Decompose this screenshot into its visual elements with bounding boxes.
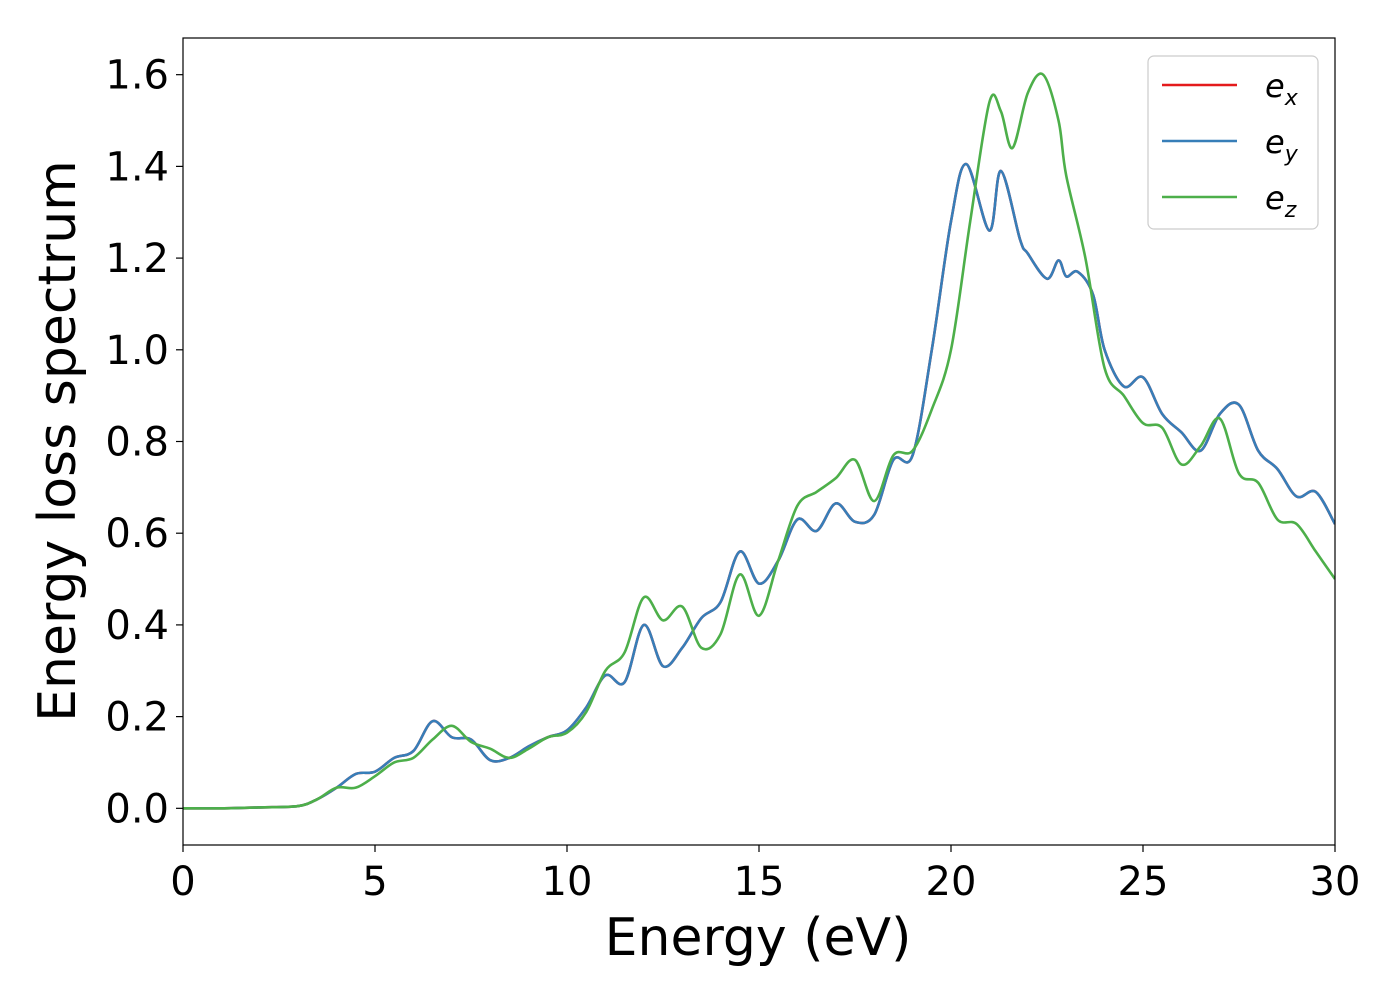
- y-tick-label: 1.4: [105, 144, 169, 190]
- x-tick-label: 20: [926, 859, 977, 905]
- x-tick-label: 25: [1118, 859, 1169, 905]
- series-line-z: [183, 72, 1335, 810]
- y-tick-label: 1.2: [105, 236, 169, 282]
- x-tick-label: 5: [362, 859, 387, 905]
- legend-label-x: ex: [1265, 67, 1299, 111]
- y-tick-label: 1.0: [105, 328, 169, 374]
- y-axis-title: Energy loss spectrum: [28, 160, 88, 722]
- x-tick-label: 30: [1310, 859, 1361, 905]
- y-tick-label: 0.8: [105, 420, 169, 466]
- x-axis-title: Energy (eV): [605, 908, 912, 968]
- legend-label-z: ez: [1265, 179, 1297, 223]
- y-tick-label: 0.4: [105, 603, 169, 649]
- series-line-y: [183, 162, 1335, 810]
- legend-label-y: ey: [1265, 123, 1299, 167]
- x-tick-label: 0: [170, 859, 195, 905]
- y-tick-label: 0.2: [105, 695, 169, 741]
- y-tick-label: 0.0: [105, 786, 169, 832]
- x-tick-label: 15: [734, 859, 785, 905]
- legend-box: [1147, 55, 1319, 230]
- x-tick-label: 10: [542, 859, 593, 905]
- axes-layer: 0 5 10 15 20 25 30 0.0 0.2 0.4 0.6 0.8 1.0 1.2 1.4 1.6: [105, 37, 1361, 905]
- legend: ex ey ez: [1147, 55, 1319, 230]
- series-layer: [183, 72, 1335, 810]
- y-tick-label: 0.6: [105, 511, 169, 557]
- y-tick-label: 1.6: [105, 53, 169, 99]
